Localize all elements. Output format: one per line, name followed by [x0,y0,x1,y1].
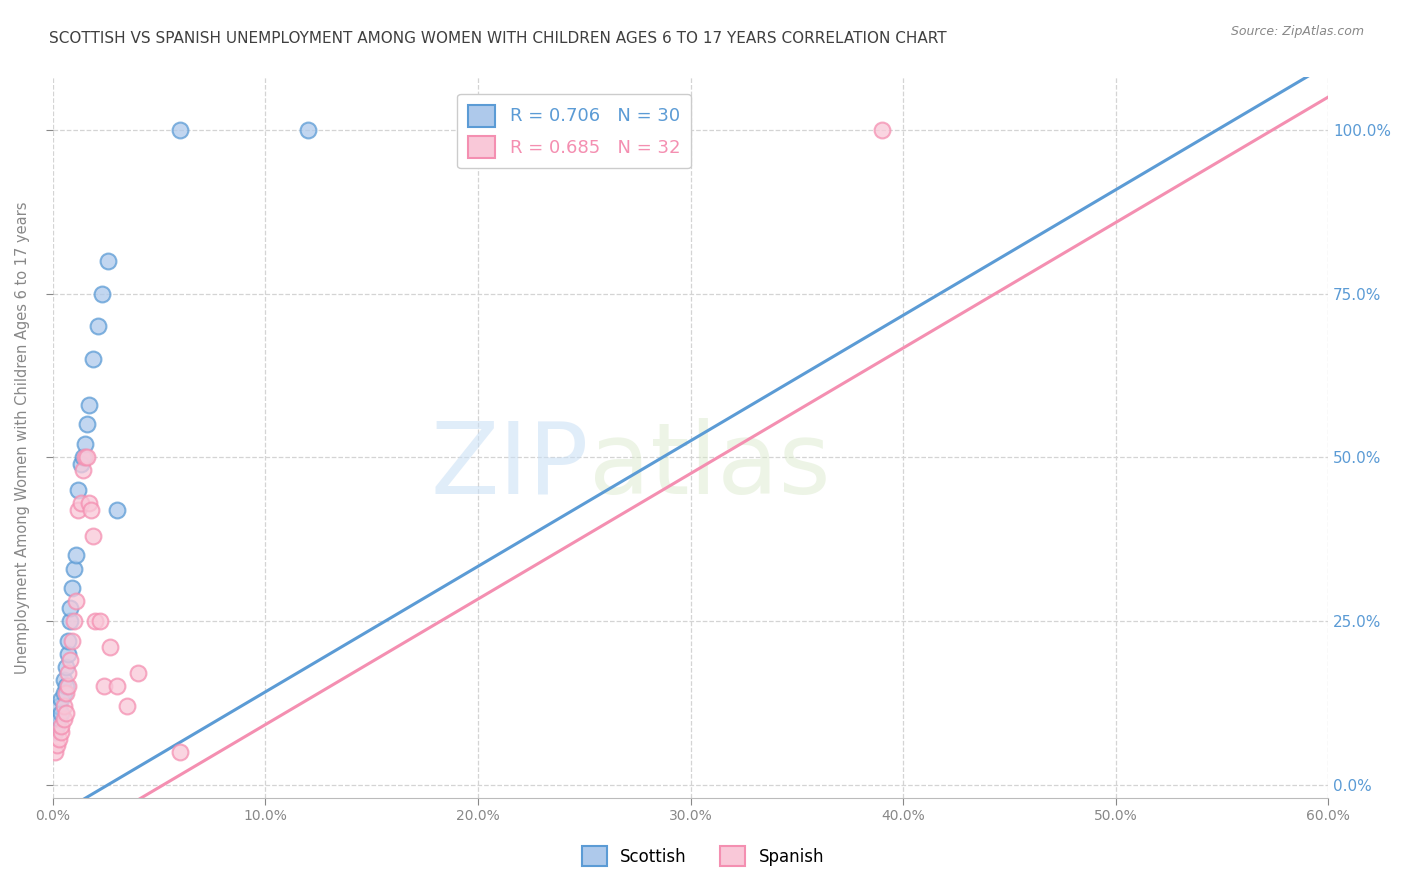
Text: SCOTTISH VS SPANISH UNEMPLOYMENT AMONG WOMEN WITH CHILDREN AGES 6 TO 17 YEARS CO: SCOTTISH VS SPANISH UNEMPLOYMENT AMONG W… [49,31,946,46]
Text: ZIP: ZIP [430,417,589,515]
Point [52,686,75,700]
Point [76,450,98,465]
Point [77,496,100,510]
Point [72,463,94,477]
Point [117,698,139,713]
Point [51,725,73,739]
Point [44,725,66,739]
Point [870,123,893,137]
Point [73,450,96,465]
Point [69,457,91,471]
Point [60,581,83,595]
Point [59,600,82,615]
Point [67,502,90,516]
Point [127,666,149,681]
Point [93,679,115,693]
Point [169,123,191,137]
Point [72,450,94,465]
Point [51,706,73,720]
Legend: R = 0.706   N = 30, R = 0.685   N = 32: R = 0.706 N = 30, R = 0.685 N = 32 [457,94,690,169]
Point [63,614,86,628]
Point [46,739,69,753]
Point [51,719,73,733]
Point [82,351,104,366]
Point [89,614,111,628]
Point [55,679,77,693]
Legend: Scottish, Spanish: Scottish, Spanish [575,839,831,873]
Text: Source: ZipAtlas.com: Source: ZipAtlas.com [1230,25,1364,38]
Point [77,398,100,412]
Point [52,712,75,726]
Point [80,502,103,516]
Point [56,679,79,693]
Point [84,614,107,628]
Text: atlas: atlas [589,417,830,515]
Point [63,561,86,575]
Point [76,417,98,432]
Point [69,496,91,510]
Point [46,719,69,733]
Point [105,502,128,516]
Point [55,686,77,700]
Point [56,666,79,681]
Point [60,633,83,648]
Point [48,698,70,713]
Point [105,679,128,693]
Point [51,692,73,706]
Point [97,253,120,268]
Point [65,549,87,563]
Point [55,706,77,720]
Point [65,594,87,608]
Point [56,633,79,648]
Point [86,319,108,334]
Point [52,673,75,687]
Point [67,483,90,497]
Point [44,745,66,759]
Point [52,698,75,713]
Point [56,647,79,661]
Point [73,437,96,451]
Point [82,529,104,543]
Point [55,659,77,673]
Point [48,731,70,746]
Point [297,123,319,137]
Point [48,712,70,726]
Y-axis label: Unemployment Among Women with Children Ages 6 to 17 years: Unemployment Among Women with Children A… [15,202,30,673]
Point [90,286,112,301]
Point [169,745,191,759]
Point [98,640,121,654]
Point [59,653,82,667]
Point [59,614,82,628]
